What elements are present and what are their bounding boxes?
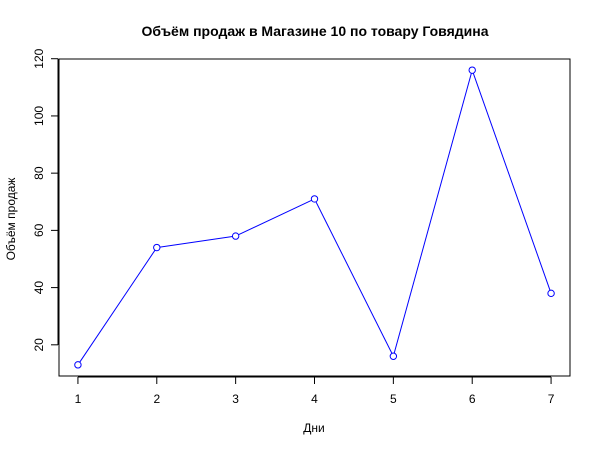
y-tick-label: 100 [32, 106, 46, 126]
data-point [389, 352, 398, 360]
plot-area-border [58, 58, 571, 377]
data-point [310, 195, 319, 203]
y-tick-label: 40 [32, 281, 46, 295]
x-tick-label: 6 [469, 392, 476, 406]
series-line-segment [238, 199, 312, 236]
y-axis-label: Объём продаж [4, 178, 18, 261]
x-tick-label: 4 [311, 392, 318, 406]
x-tick-label: 3 [232, 392, 239, 406]
data-point [231, 232, 240, 240]
x-axis: 1 2 3 4 5 6 7 [75, 376, 555, 406]
y-tick-label: 120 [32, 48, 46, 68]
series-line-segment [159, 236, 233, 248]
y-tick-label: 80 [32, 166, 46, 180]
x-tick-label: 2 [153, 392, 160, 406]
series-line-segment [315, 201, 393, 354]
chart-title: Объём продаж в Магазине 10 по товару Гов… [141, 23, 488, 39]
series-line-segment [79, 249, 156, 363]
data-point [547, 289, 555, 298]
data-point [153, 243, 161, 252]
series-line-segment [472, 73, 551, 291]
data-point [74, 361, 82, 369]
x-tick-label: 5 [390, 392, 397, 406]
x-tick-label: 1 [75, 392, 82, 406]
series-line-segment [393, 73, 472, 354]
x-tick-label: 7 [548, 392, 555, 406]
y-tick-label: 20 [32, 338, 46, 352]
y-axis: 20 40 60 80 100 120 [32, 48, 59, 352]
data-point [468, 66, 476, 74]
y-tick-label: 60 [32, 223, 46, 237]
x-axis-label: Дни [303, 421, 324, 435]
series-layer [74, 66, 555, 369]
